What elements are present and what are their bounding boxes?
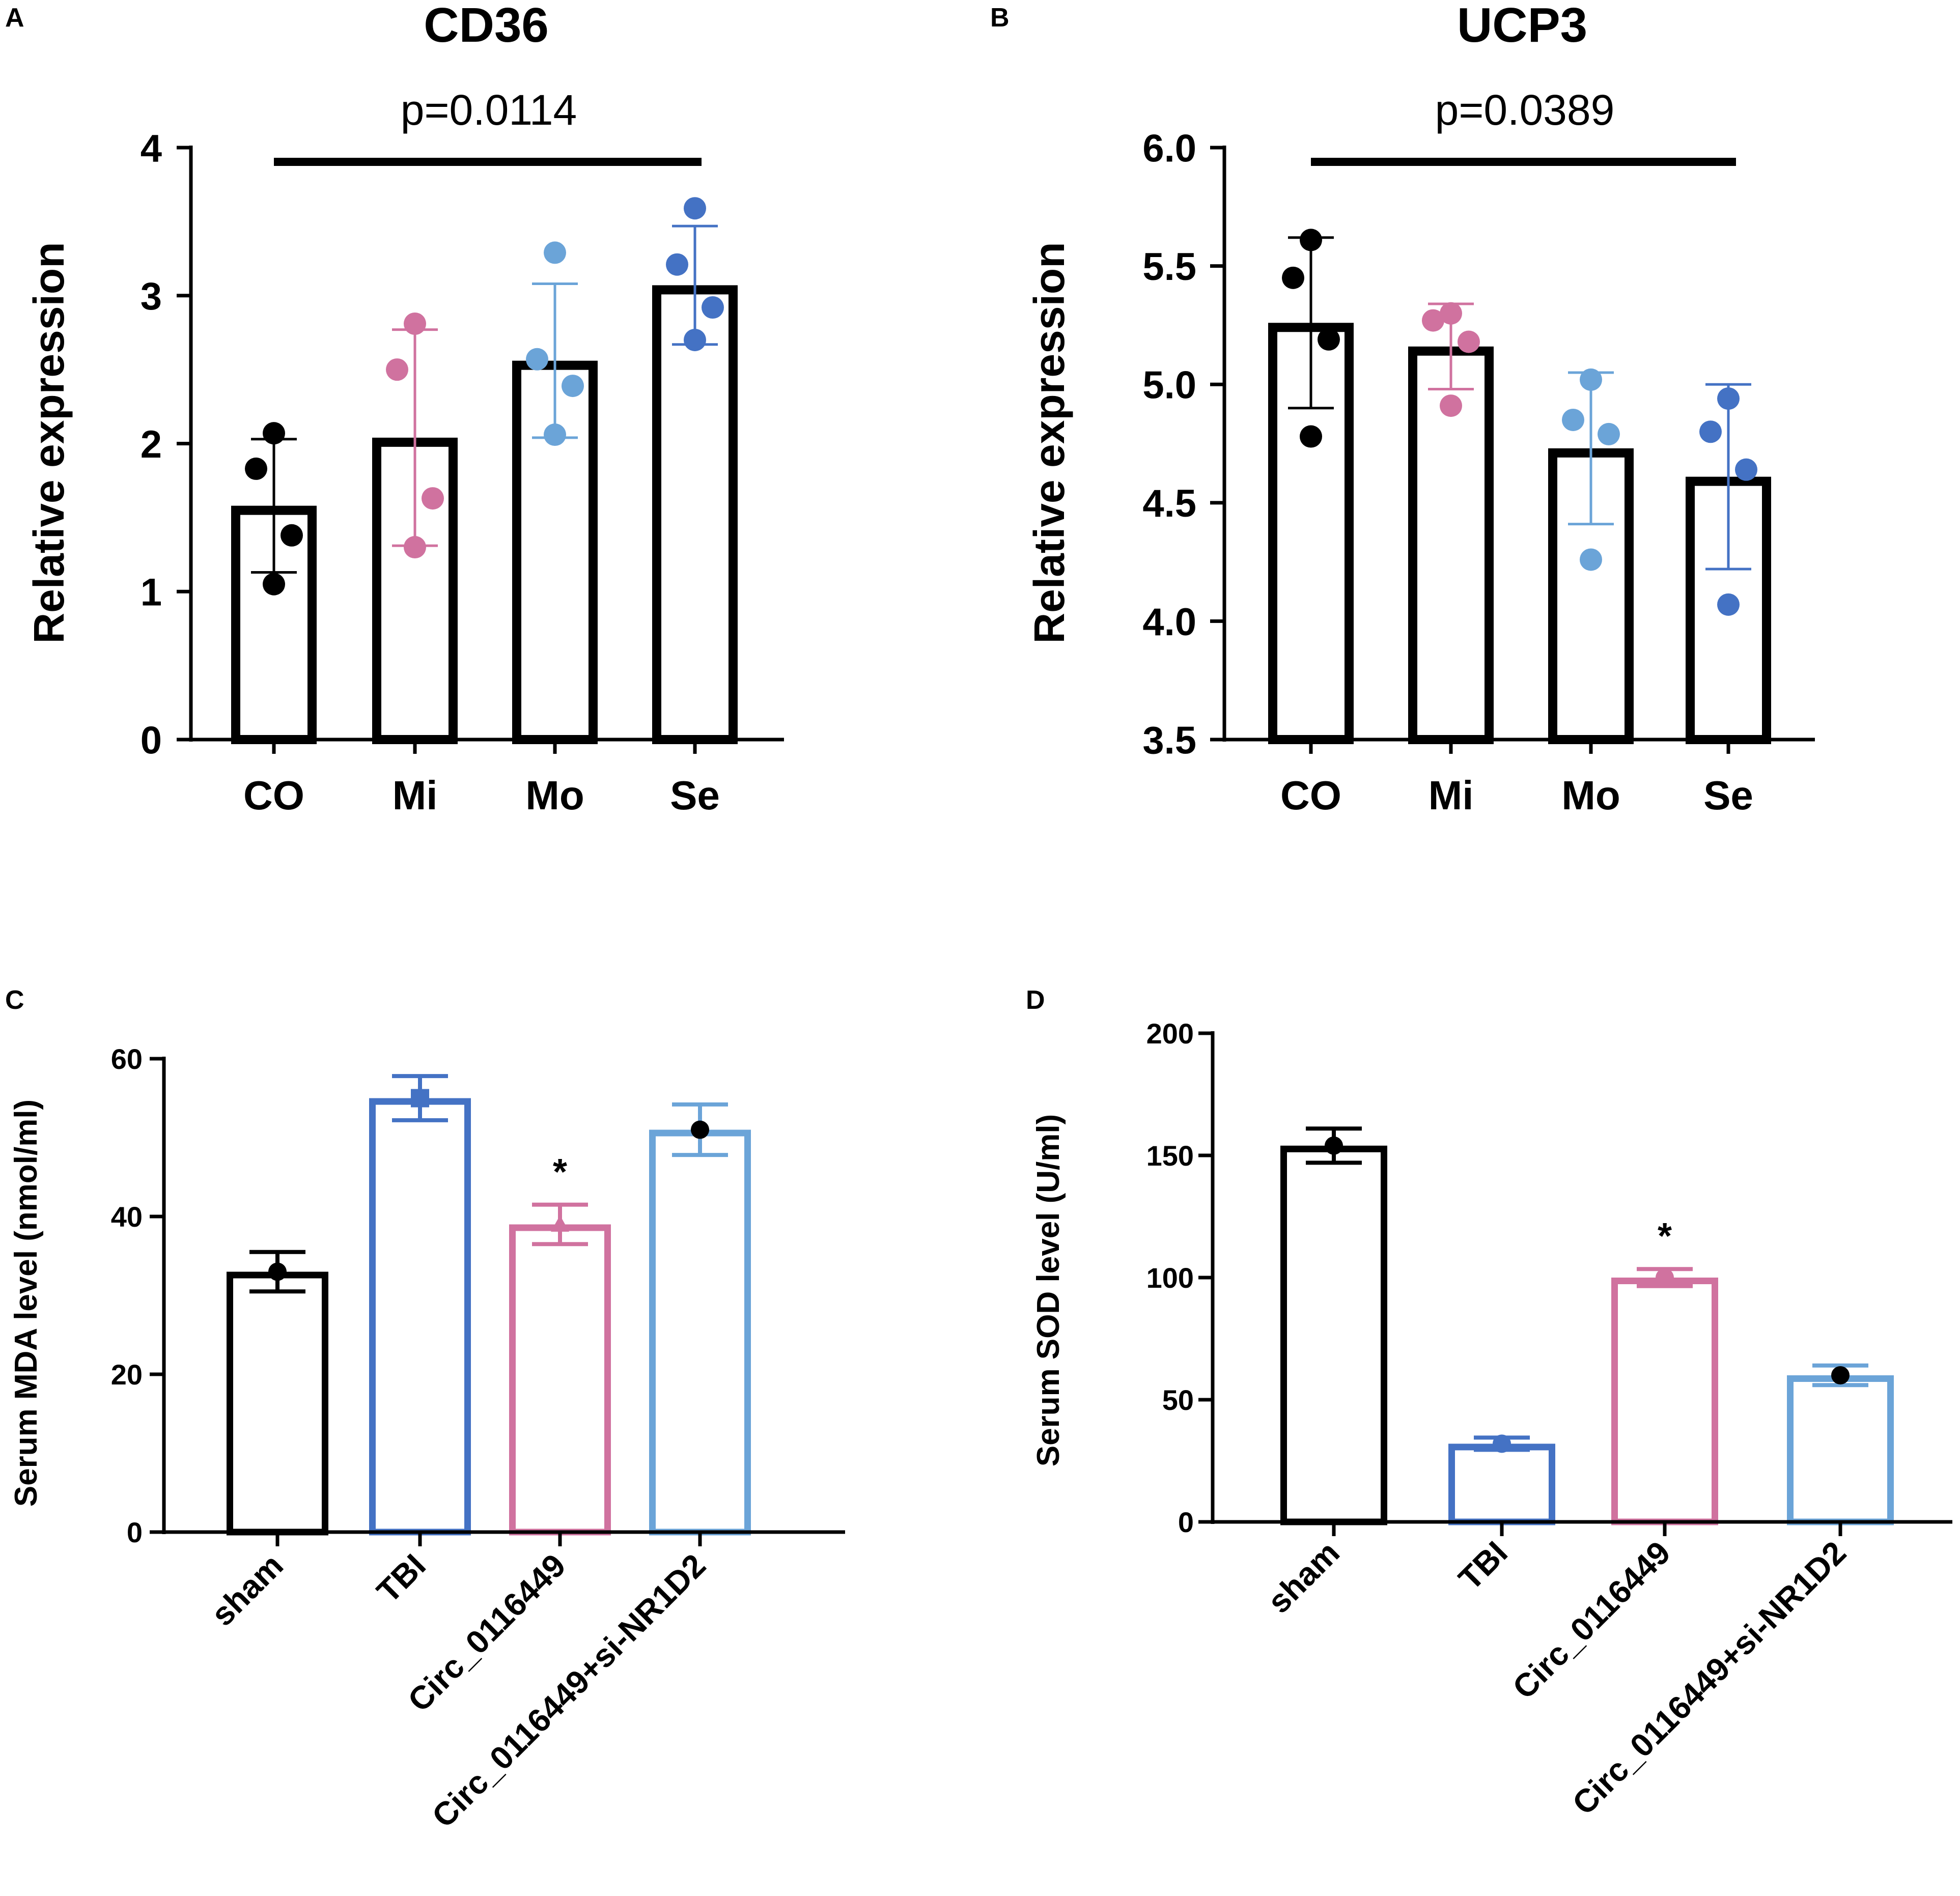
y-axis-label: Serum SOD level (U/ml) xyxy=(1031,1114,1066,1467)
data-point xyxy=(1325,1136,1343,1155)
significance-annotation: p=0.0114 xyxy=(401,86,577,134)
chart-title: CD36 xyxy=(424,0,548,52)
data-point xyxy=(1493,1434,1511,1453)
y-tick-label: 0 xyxy=(1178,1506,1194,1538)
x-tick-label: Mo xyxy=(525,773,584,818)
y-tick-label: 0 xyxy=(127,1516,143,1548)
data-point xyxy=(544,241,566,264)
data-point xyxy=(551,1215,569,1232)
y-tick-label: 4.0 xyxy=(1142,601,1196,644)
data-point xyxy=(544,423,566,446)
significance-asterisk: * xyxy=(553,1152,567,1193)
data-point xyxy=(1300,229,1322,251)
y-tick-label: 50 xyxy=(1162,1384,1194,1416)
y-tick-label: 150 xyxy=(1146,1140,1194,1172)
y-axis-label: Relative expression xyxy=(1025,242,1073,643)
y-tick-label: 3 xyxy=(141,275,162,318)
data-point xyxy=(1735,458,1757,481)
bar xyxy=(1787,1375,1894,1525)
data-point xyxy=(404,536,426,559)
data-point xyxy=(422,487,444,510)
data-point xyxy=(1831,1366,1850,1384)
x-tick-label: Mi xyxy=(1429,773,1474,818)
y-tick-label: 5.5 xyxy=(1142,245,1196,289)
significance-annotation: p=0.0389 xyxy=(1435,86,1615,134)
data-point xyxy=(1598,422,1620,445)
panel-label-c: C xyxy=(5,985,24,1015)
y-tick-label: 40 xyxy=(111,1201,143,1233)
y-tick-label: 5.0 xyxy=(1142,364,1196,407)
bar xyxy=(369,1098,471,1536)
data-point xyxy=(666,253,688,276)
significance-asterisk: * xyxy=(1658,1216,1672,1257)
x-tick-label: Se xyxy=(670,773,720,818)
y-tick-label: 200 xyxy=(1146,1017,1194,1050)
data-point xyxy=(1699,420,1722,443)
data-point xyxy=(1717,593,1740,616)
data-point xyxy=(386,358,408,381)
data-point xyxy=(1458,330,1480,353)
data-point xyxy=(1440,394,1462,417)
data-point xyxy=(281,524,303,547)
panel-label-a: A xyxy=(5,3,24,33)
data-point xyxy=(263,422,285,445)
data-point xyxy=(1422,309,1444,332)
data-point xyxy=(1318,328,1340,351)
chart-panel-a: CD36 Relative expression p=0.0114 0 1 2 3 4 C… xyxy=(25,0,784,818)
bar xyxy=(1280,1145,1387,1525)
data-point xyxy=(1580,548,1602,571)
data-point xyxy=(1580,368,1602,391)
chart-title: UCP3 xyxy=(1457,0,1587,52)
x-tick-label: CO xyxy=(243,773,304,818)
data-point xyxy=(404,312,426,335)
y-tick-label: 2 xyxy=(141,423,162,466)
bar xyxy=(1448,1444,1555,1525)
y-tick-label: 1 xyxy=(141,571,162,614)
bar xyxy=(1611,1278,1718,1525)
data-point xyxy=(1717,387,1740,410)
panel-label-d: D xyxy=(1026,985,1045,1015)
chart-panel-b: UCP3 Relative expression p=0.0389 3.5 4.0… xyxy=(1025,0,1815,818)
bar xyxy=(509,1224,611,1536)
data-point xyxy=(1562,408,1584,431)
x-tick-label: Mo xyxy=(1561,773,1620,818)
data-point xyxy=(562,375,584,398)
data-point xyxy=(1656,1268,1674,1287)
data-point xyxy=(1440,302,1462,325)
y-axis-label: Relative expression xyxy=(25,242,73,643)
data-point xyxy=(411,1089,429,1108)
y-tick-label: 0 xyxy=(141,719,162,762)
y-tick-label: 3.5 xyxy=(1142,719,1196,762)
y-tick-label: 6.0 xyxy=(1142,127,1196,170)
y-tick-label: 4.5 xyxy=(1142,482,1196,525)
data-point xyxy=(1300,425,1322,448)
y-tick-label: 100 xyxy=(1146,1262,1194,1294)
data-point xyxy=(1282,266,1304,289)
data-point xyxy=(684,197,706,220)
data-point xyxy=(526,348,548,371)
x-tick-label: Mi xyxy=(393,773,438,818)
data-point xyxy=(268,1262,287,1281)
data-point xyxy=(245,457,267,480)
x-tick-label: Se xyxy=(1703,773,1753,818)
data-point xyxy=(684,328,706,351)
bar xyxy=(227,1271,328,1536)
data-point xyxy=(263,573,285,596)
y-tick-label: 20 xyxy=(111,1359,143,1391)
y-tick-label: 60 xyxy=(111,1043,143,1075)
data-point xyxy=(702,296,724,319)
data-point xyxy=(691,1120,709,1139)
y-axis-label: Serum MDA level (nmol/ml) xyxy=(9,1099,44,1507)
panel-label-b: B xyxy=(990,3,1010,33)
x-tick-label: CO xyxy=(1280,773,1341,818)
y-tick-label: 4 xyxy=(141,127,162,170)
bar xyxy=(652,285,738,744)
bar xyxy=(649,1129,751,1536)
